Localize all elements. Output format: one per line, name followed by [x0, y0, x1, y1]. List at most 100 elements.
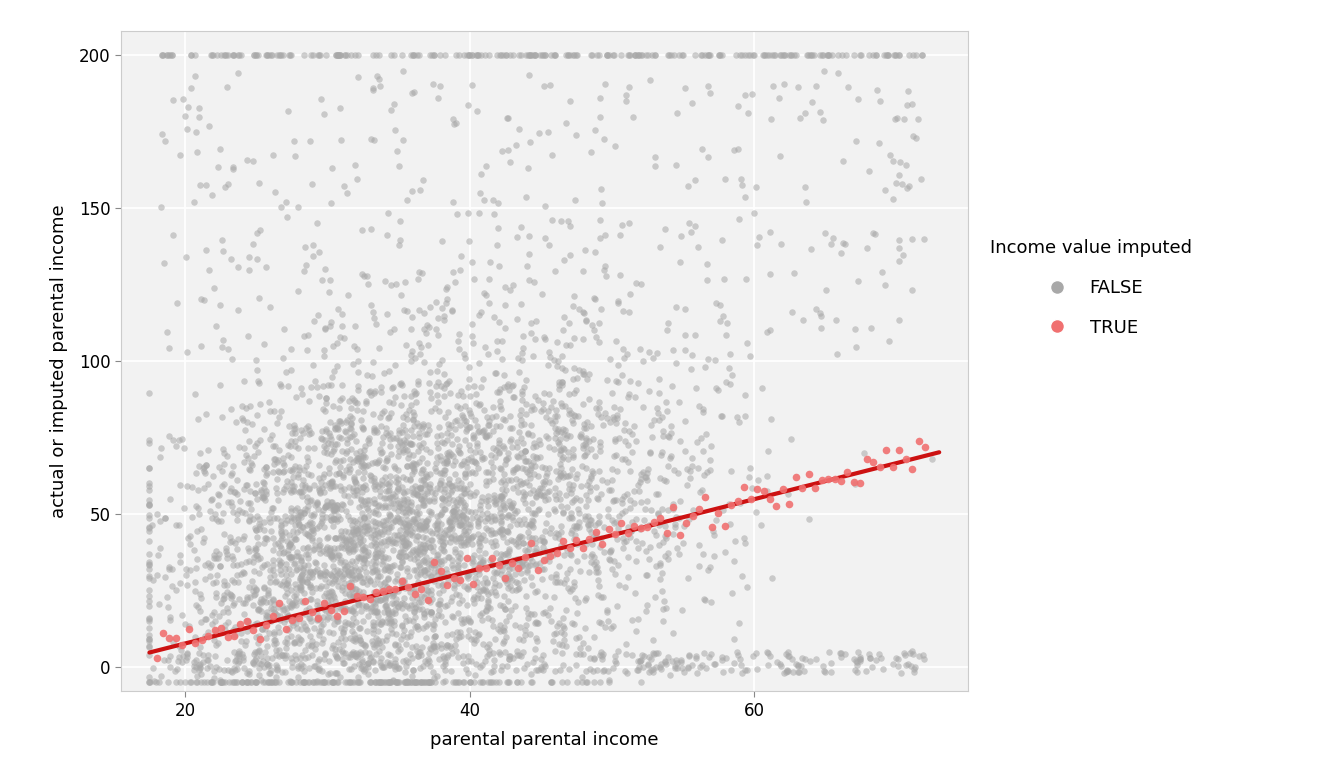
Point	[388, 160, 410, 172]
Point	[559, 339, 581, 352]
Point	[458, 406, 480, 419]
Point	[457, 531, 478, 543]
Point	[276, 631, 297, 644]
Point	[364, 676, 386, 688]
Point	[472, 584, 493, 596]
Point	[375, 455, 396, 467]
Point	[728, 497, 750, 509]
Point	[413, 545, 434, 557]
Point	[530, 451, 551, 463]
Point	[280, 600, 301, 612]
Point	[282, 513, 304, 525]
Point	[278, 49, 300, 61]
Point	[457, 667, 478, 679]
Point	[344, 561, 366, 574]
Point	[238, 463, 259, 475]
Point	[290, 554, 312, 566]
Point	[556, 544, 578, 556]
Point	[396, 452, 418, 464]
Point	[663, 501, 684, 513]
Point	[524, 49, 546, 61]
Point	[312, 508, 333, 520]
Point	[515, 589, 536, 601]
Point	[649, 240, 671, 253]
Point	[286, 588, 308, 601]
Point	[617, 551, 638, 563]
Point	[650, 449, 672, 462]
Point	[251, 676, 273, 688]
Point	[633, 514, 655, 526]
Point	[446, 509, 468, 521]
Point	[403, 463, 425, 475]
Point	[176, 563, 198, 575]
Point	[378, 572, 399, 584]
Point	[243, 676, 265, 688]
Point	[306, 217, 328, 230]
Point	[284, 427, 305, 439]
Point	[535, 516, 556, 528]
Point	[348, 551, 370, 564]
Point	[437, 293, 458, 306]
Point	[378, 485, 399, 497]
Point	[344, 650, 366, 662]
Point	[212, 593, 234, 605]
Point	[550, 214, 571, 227]
Point	[337, 460, 359, 472]
Point	[511, 220, 532, 233]
Point	[223, 645, 245, 657]
Point	[378, 412, 399, 425]
Point	[638, 519, 660, 531]
Point	[659, 669, 680, 681]
Point	[262, 603, 284, 615]
Point	[323, 676, 344, 688]
Point	[593, 591, 614, 603]
Point	[630, 654, 652, 667]
Point	[413, 492, 434, 505]
Point	[392, 578, 414, 590]
Point	[523, 49, 544, 61]
Point	[169, 149, 191, 161]
Point	[681, 98, 703, 110]
Point	[366, 572, 387, 584]
Point	[383, 587, 405, 599]
Point	[496, 525, 517, 538]
Point	[294, 623, 316, 635]
Point	[343, 601, 364, 613]
Point	[612, 496, 633, 508]
Point	[199, 561, 220, 573]
Point	[226, 676, 247, 688]
Point	[769, 151, 790, 163]
Point	[464, 431, 485, 443]
Point	[261, 525, 282, 537]
Point	[500, 501, 521, 513]
Point	[439, 519, 461, 531]
Point	[280, 483, 301, 495]
Point	[491, 403, 512, 415]
Point	[269, 597, 290, 609]
Point	[313, 568, 335, 580]
Point	[598, 553, 620, 565]
Point	[770, 660, 792, 673]
Point	[512, 451, 534, 463]
Point	[156, 49, 177, 61]
Point	[398, 614, 419, 626]
Point	[319, 667, 340, 679]
Point	[435, 563, 457, 575]
Point	[530, 546, 551, 558]
Point	[827, 348, 848, 360]
Point	[849, 654, 871, 666]
Point	[482, 473, 504, 485]
Point	[441, 558, 462, 571]
Point	[590, 184, 612, 196]
Point	[306, 614, 328, 627]
Point	[496, 380, 517, 392]
Point	[491, 335, 512, 347]
Point	[621, 649, 642, 661]
Point	[211, 480, 233, 492]
Point	[245, 582, 266, 594]
Point	[511, 432, 532, 444]
Point	[297, 519, 319, 531]
Point	[370, 536, 391, 548]
Point	[243, 521, 265, 534]
Point	[364, 632, 386, 644]
